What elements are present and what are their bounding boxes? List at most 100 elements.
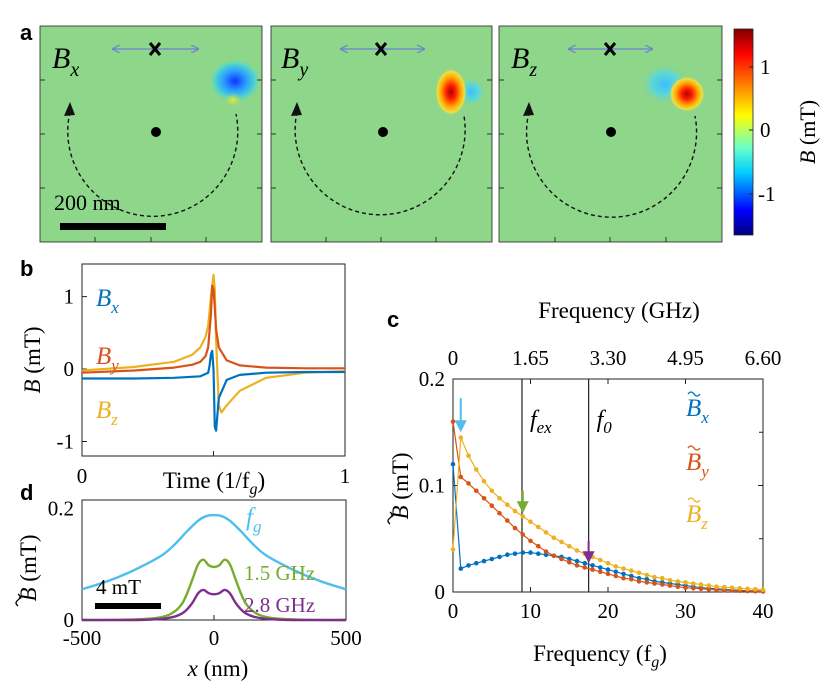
map-bz-orbit-arrowhead xyxy=(523,102,534,116)
chart-c-point-z xyxy=(497,496,502,501)
chart-c-top-xtick-label: 1.65 xyxy=(512,346,549,370)
chart-d-ytick-label: 0.2 xyxy=(48,496,74,520)
chart-d-ylabel: B (mT) xyxy=(15,534,41,607)
map-bx-blue-spot xyxy=(209,59,261,103)
chart-c-point-z xyxy=(489,488,495,494)
chart-c-legend-z: Bz xyxy=(686,497,708,533)
map-bz-title: Bz xyxy=(511,42,537,81)
chart-c-point-y xyxy=(559,556,564,562)
chart-c-ytick-label: 0.1 xyxy=(419,474,445,498)
chart-c-legend-tilde xyxy=(687,497,701,503)
chart-c-point-y xyxy=(551,553,557,559)
chart-c-legend-x: Bx xyxy=(686,391,709,427)
chart-c-point-y xyxy=(691,586,696,591)
chart-c-point-y xyxy=(574,563,580,568)
chart-c-series-z xyxy=(450,435,766,593)
chart-c-top-xlabel: Frequency (GHz) xyxy=(538,298,700,323)
chart-c-point-z xyxy=(458,435,464,440)
chart-c-point-z xyxy=(644,572,650,578)
chart-c-point-z xyxy=(745,586,750,592)
map-bz-probe-cross xyxy=(603,42,617,56)
chart-c-point-y xyxy=(505,518,510,523)
chart-c-point-z xyxy=(714,584,719,589)
chart-c-point-x xyxy=(520,550,526,555)
chart-d-xtick-label: -500 xyxy=(63,626,102,650)
map-bx-orbit-arrowhead xyxy=(64,102,75,116)
chart-d-series-2.8 xyxy=(81,588,347,622)
chart-c-point-x xyxy=(605,567,611,572)
chart-c-point-x xyxy=(528,550,533,555)
chart-c-point-y xyxy=(675,584,681,589)
chart-c-point-y xyxy=(644,580,650,585)
chart-c-point-x xyxy=(636,575,642,581)
chart-c-point-y xyxy=(629,576,634,582)
panel-label-c: c xyxy=(387,307,399,332)
chart-c-ytick-label: 0.2 xyxy=(419,367,445,391)
map-bx: Bx 200 nm xyxy=(39,25,263,243)
chart-c-legend-y: By xyxy=(686,445,709,481)
chart-c-xtick-label: 40 xyxy=(753,599,774,623)
chart-c-ylabel-tilde xyxy=(387,511,393,525)
chart-c-ytick-label: 0 xyxy=(435,580,446,604)
colorbar-tick-neg1: -1 xyxy=(758,182,776,206)
chart-c-point-y xyxy=(706,587,712,592)
chart-d-ytick-label: 0 xyxy=(64,608,75,632)
chart-c-point-z xyxy=(474,467,479,472)
svg-text:B (mT): B (mT) xyxy=(16,534,41,601)
panel-label-a: a xyxy=(20,20,33,45)
chart-c-top-xtick-label: 0 xyxy=(448,346,459,370)
chart-c-point-y xyxy=(481,496,487,501)
map-bz: Bz xyxy=(498,25,723,243)
chart-c-xtick-label: 0 xyxy=(448,599,459,623)
chart-c-point-y xyxy=(667,583,673,588)
map-bx-center-dot xyxy=(151,127,161,137)
chart-b-legend-x: Bx xyxy=(96,285,119,317)
chart-c-point-z xyxy=(598,557,603,563)
chart-d-xtick-label: 0 xyxy=(209,626,220,650)
map-by-center-dot xyxy=(378,127,388,137)
chart-d-xlabel: x (nm) xyxy=(187,656,249,681)
chart-c-point-x xyxy=(466,563,471,568)
svg-text:Bx: Bx xyxy=(686,395,709,427)
chart-c-point-z xyxy=(567,543,572,549)
chart-c-point-z xyxy=(621,566,626,571)
chart-c-marker-arrowhead xyxy=(582,551,595,564)
chart-c-point-z xyxy=(536,524,541,530)
chart-c-point-z xyxy=(652,574,657,580)
chart-c-point-y xyxy=(543,549,549,554)
chart-c-point-z xyxy=(636,570,642,576)
scalebar xyxy=(60,223,166,230)
map-by-title: By xyxy=(281,42,308,81)
map-bx-yellow-spot xyxy=(223,92,243,108)
chart-c-point-z xyxy=(667,578,673,583)
chart-d-legend-1-5ghz: 1.5 GHz xyxy=(244,561,315,585)
chart-d-legend-fg: fg xyxy=(246,504,261,536)
chart-c-xtick-label: 20 xyxy=(598,599,619,623)
chart-c-point-x xyxy=(458,566,464,571)
chart-d-scalebar xyxy=(95,603,161,609)
chart-c-point-x xyxy=(613,569,619,575)
svg-text:By: By xyxy=(686,449,709,481)
svg-text:B (mT): B (mT) xyxy=(388,452,413,519)
chart-c-point-x xyxy=(489,556,495,562)
chart-c-point-x xyxy=(497,554,502,560)
chart-c-point-y xyxy=(636,579,642,584)
chart-c-point-z xyxy=(698,582,704,587)
chart-c-point-x xyxy=(644,576,650,582)
chart-b-ytick-label: 0 xyxy=(64,357,75,381)
panel-label-d: d xyxy=(20,480,33,505)
chart-c-point-y xyxy=(621,575,626,581)
colorbar-tick-0: 0 xyxy=(760,118,771,142)
colorbar-label: B (mT) xyxy=(795,100,820,164)
chart-c-point-z xyxy=(691,581,696,586)
chart-c-point-z xyxy=(760,587,766,593)
chart-c-point-x xyxy=(621,571,626,577)
chart-c-point-y xyxy=(605,571,611,577)
chart-c-top-xtick-label: 4.95 xyxy=(667,346,704,370)
chart-d-legend-2-8ghz: 2.8 GHz xyxy=(244,593,315,617)
panel-label-b: b xyxy=(20,256,33,281)
chart-c-line-y xyxy=(452,421,764,593)
chart-b-legend-y: By xyxy=(96,343,119,375)
